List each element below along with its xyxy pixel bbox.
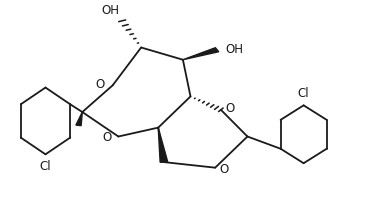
Text: OH: OH: [102, 4, 120, 17]
Text: O: O: [96, 78, 105, 91]
Polygon shape: [158, 128, 168, 162]
Polygon shape: [76, 112, 82, 126]
Text: Cl: Cl: [298, 87, 309, 100]
Text: OH: OH: [226, 43, 243, 56]
Text: O: O: [226, 102, 235, 115]
Text: O: O: [220, 163, 229, 176]
Text: Cl: Cl: [40, 160, 51, 173]
Text: O: O: [102, 131, 112, 144]
Polygon shape: [183, 48, 219, 60]
